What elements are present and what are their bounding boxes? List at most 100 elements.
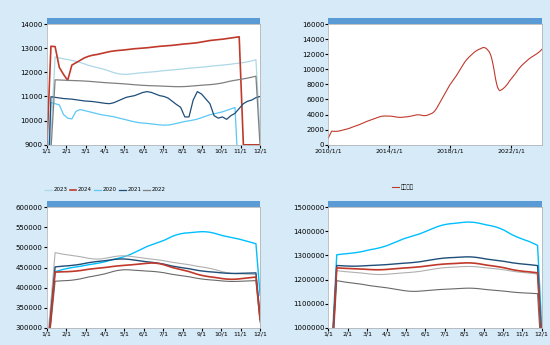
- 2024: [144, 46, 151, 50]
- 2020: [244, 239, 251, 244]
- 2021: [342, 269, 348, 274]
- Line: 2020: 2020: [47, 232, 260, 345]
- 2023: [426, 258, 432, 262]
- 2023: [244, 60, 251, 64]
- 2021: [148, 90, 155, 95]
- Line: 2024: 2024: [47, 37, 260, 151]
- 2020: [43, 186, 50, 190]
- 2020: [400, 237, 407, 241]
- 2022: [459, 286, 465, 290]
- 2022: [123, 268, 130, 272]
- Line: 2022: 2022: [47, 270, 260, 345]
- 2022: [257, 321, 263, 325]
- 2024: [342, 266, 348, 270]
- 2020: [60, 267, 67, 272]
- 2024: [244, 143, 251, 147]
- 2024: [244, 276, 251, 280]
- 2023: [119, 257, 125, 261]
- 2022: [244, 279, 251, 283]
- Legend: 2023, 2024, 2020, 2021, 2022: 2023, 2024, 2020, 2021, 2022: [45, 187, 166, 193]
- 2020: [161, 123, 167, 127]
- 2023: [177, 67, 184, 71]
- 2021: [60, 97, 67, 101]
- 2020: [182, 231, 188, 235]
- 2024: [144, 261, 151, 265]
- Line: 2021: 2021: [47, 92, 260, 229]
- 原油产量: [325, 136, 332, 140]
- 2021: [148, 257, 155, 261]
- 2021: [257, 95, 263, 99]
- 2024: [43, 149, 50, 153]
- 2021: [177, 262, 184, 266]
- 2020: [526, 239, 532, 244]
- 2022: [240, 77, 247, 81]
- 2021: [43, 227, 50, 231]
- 2022: [252, 74, 259, 78]
- 2024: [257, 143, 263, 147]
- 2023: [257, 132, 263, 137]
- 2023: [43, 207, 50, 211]
- 2024: [468, 261, 474, 265]
- 2021: [426, 268, 432, 272]
- 2022: [186, 275, 192, 279]
- 原油产量: [481, 46, 487, 50]
- 2020: [538, 325, 545, 329]
- 原油产量: [521, 61, 528, 65]
- 2022: [148, 269, 155, 273]
- 2020: [119, 255, 125, 259]
- 2020: [48, 100, 54, 105]
- 2024: [60, 270, 67, 274]
- 2022: [257, 145, 263, 149]
- Line: 2020: 2020: [328, 222, 542, 345]
- 2024: [400, 266, 407, 270]
- 2021: [123, 254, 130, 258]
- 2024: [119, 264, 125, 268]
- 2021: [257, 316, 263, 320]
- 2022: [144, 83, 151, 88]
- 2023: [463, 255, 470, 259]
- 2022: [119, 82, 125, 86]
- 2023: [123, 257, 130, 261]
- 2020: [342, 252, 348, 256]
- 2023: [148, 70, 155, 74]
- 2020: [186, 119, 192, 123]
- 2023: [468, 255, 474, 259]
- Line: 2022: 2022: [47, 76, 260, 220]
- 2024: [426, 264, 432, 268]
- 2020: [177, 120, 184, 125]
- 2022: [468, 286, 474, 290]
- 2022: [43, 218, 50, 223]
- Line: 2023: 2023: [328, 257, 542, 345]
- Line: 原油产量: 原油产量: [328, 48, 542, 138]
- 2022: [346, 280, 353, 285]
- 2022: [430, 288, 436, 292]
- 原油产量: [334, 129, 340, 134]
- 2021: [526, 271, 532, 275]
- 2021: [244, 99, 251, 103]
- 2020: [257, 293, 263, 297]
- 2020: [64, 116, 71, 120]
- 2020: [236, 190, 243, 194]
- 2023: [64, 58, 71, 62]
- Legend: 原油产量: 原油产量: [390, 183, 416, 193]
- 2020: [144, 244, 151, 248]
- 2024: [186, 269, 192, 274]
- 2024: [236, 35, 243, 39]
- 2022: [182, 85, 188, 89]
- 2023: [60, 264, 67, 268]
- 2023: [177, 265, 184, 269]
- 2020: [455, 221, 461, 225]
- 2022: [333, 278, 340, 283]
- 2021: [468, 264, 474, 268]
- 2021: [455, 265, 461, 269]
- 2022: [405, 289, 411, 293]
- 2021: [244, 272, 251, 276]
- 2024: [526, 270, 532, 274]
- 2020: [198, 230, 205, 234]
- 2021: [400, 271, 407, 275]
- 2024: [60, 72, 67, 77]
- 原油产量: [529, 55, 535, 59]
- 2020: [123, 118, 130, 122]
- 2023: [186, 66, 192, 70]
- 2024: [148, 261, 155, 265]
